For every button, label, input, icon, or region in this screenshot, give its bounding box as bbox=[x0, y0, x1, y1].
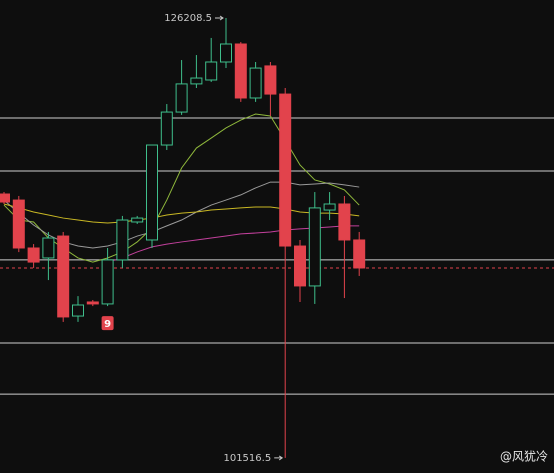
candle-body bbox=[42, 237, 55, 259]
candle-body bbox=[308, 207, 321, 287]
candle-body bbox=[353, 239, 366, 269]
candle-body bbox=[131, 217, 144, 223]
badge-label: 9 bbox=[104, 319, 111, 330]
badge bbox=[101, 316, 114, 331]
candle-body bbox=[0, 193, 10, 203]
candle-body bbox=[279, 93, 292, 247]
candle-body bbox=[190, 77, 203, 85]
low-label: 101516.5 bbox=[223, 453, 271, 464]
candle-body bbox=[86, 301, 99, 305]
candle-body bbox=[323, 203, 336, 211]
candle-body bbox=[57, 235, 70, 318]
candle-body bbox=[264, 65, 277, 95]
candle-body bbox=[12, 199, 25, 249]
candle-body bbox=[205, 61, 218, 81]
arrow bbox=[274, 455, 284, 461]
candle-body bbox=[101, 259, 114, 305]
candle-body bbox=[160, 111, 173, 146]
arrow bbox=[215, 15, 224, 21]
candle-body bbox=[220, 43, 232, 63]
high-label: 126208.5 bbox=[164, 13, 212, 24]
candle-body bbox=[175, 83, 188, 113]
candle-body bbox=[72, 304, 84, 317]
candle-body bbox=[27, 247, 40, 263]
candle-body bbox=[249, 67, 262, 99]
candle-body bbox=[116, 219, 129, 261]
candle-body bbox=[338, 203, 351, 241]
candle-body bbox=[234, 43, 247, 99]
watermark: @风犹冷 bbox=[500, 450, 548, 464]
ma-line bbox=[3, 203, 360, 224]
candle-body bbox=[294, 245, 306, 287]
candle-body bbox=[146, 144, 158, 241]
